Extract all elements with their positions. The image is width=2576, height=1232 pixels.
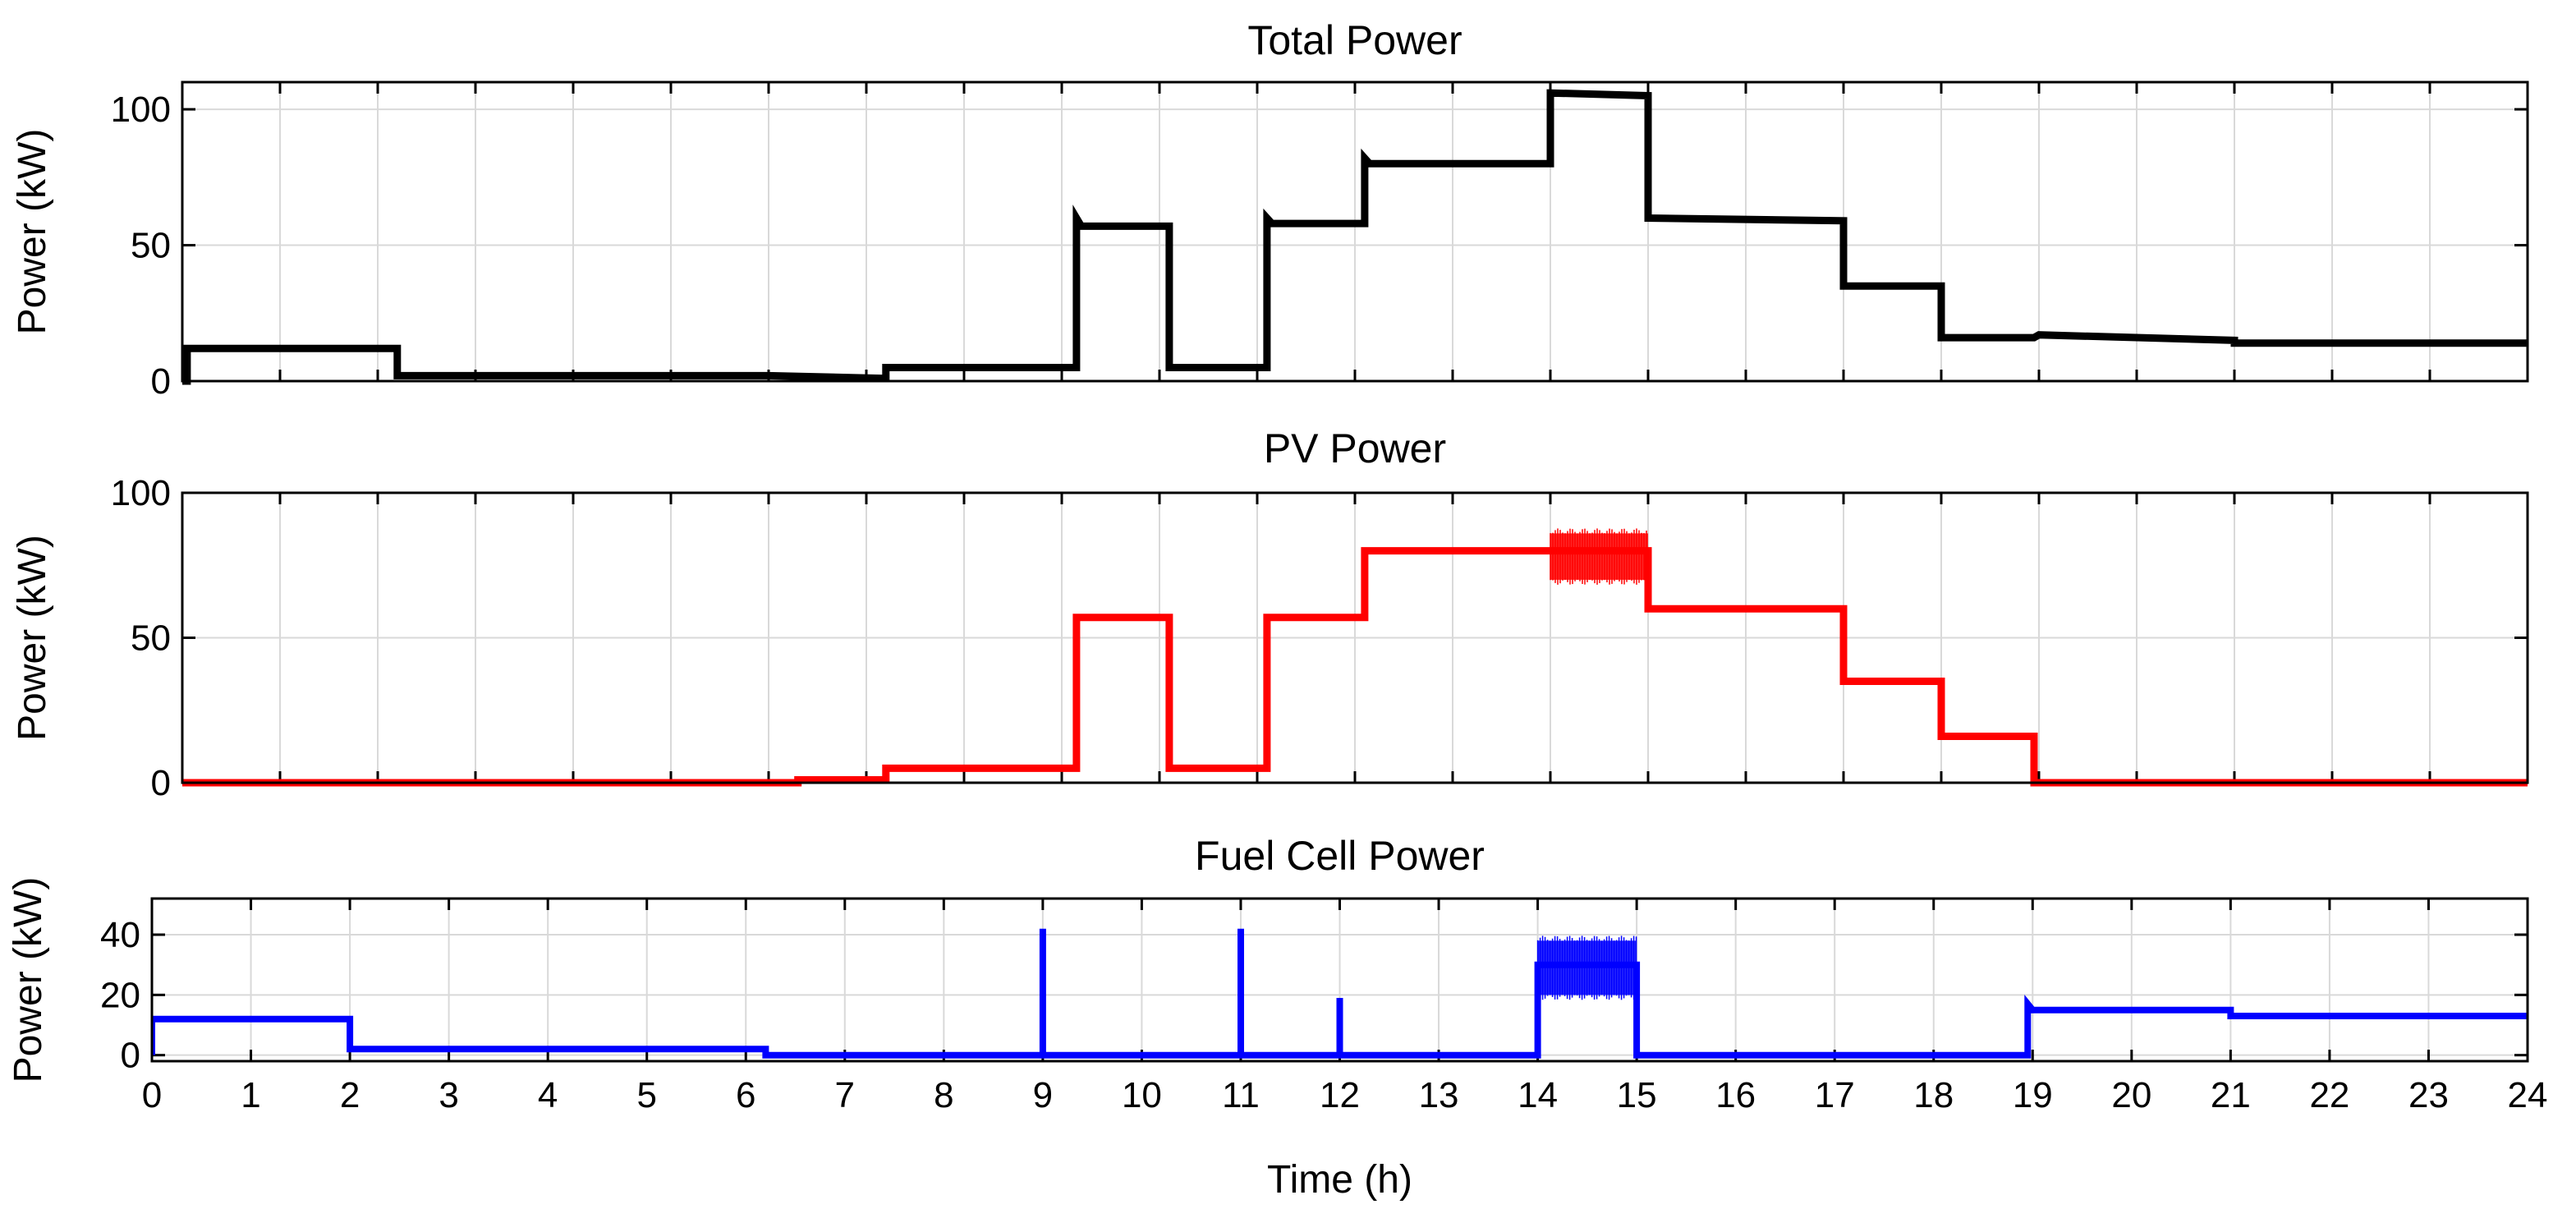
x-tick-label: 7 (835, 1075, 855, 1115)
y-tick-label: 0 (151, 763, 171, 803)
y-tick-label: 0 (121, 1036, 140, 1076)
y-tick-label: 50 (131, 226, 171, 266)
grid (181, 492, 2528, 784)
x-tick-label: 6 (736, 1075, 755, 1115)
x-tick-label: 22 (2309, 1075, 2349, 1115)
x-tick-label: 10 (1122, 1075, 1162, 1115)
chart-panel-0: Total Power Power (kW) 0 50 100 (11, 17, 2529, 402)
axes-frame (181, 80, 2529, 383)
x-tick-label: 4 (538, 1075, 558, 1115)
x-tick-label: 19 (2013, 1075, 2053, 1115)
x-tick-label: 15 (1617, 1075, 1657, 1115)
x-tick-label: 1 (241, 1075, 260, 1115)
chart-panel-1: PV Power Power (kW) 0 50 100 (11, 425, 2529, 803)
series-line-0 (152, 928, 2528, 1059)
chart-title: Total Power (1247, 17, 1462, 63)
x-tick-label: 2 (340, 1075, 360, 1115)
axes-frame (150, 897, 2529, 1063)
x-tick-label: 23 (2408, 1075, 2449, 1115)
x-tick-label: 14 (1518, 1075, 1558, 1115)
x-tick-label: 18 (1913, 1075, 1954, 1115)
y-tick-label: 50 (131, 618, 171, 659)
x-tick-label: 3 (439, 1075, 458, 1115)
x-tick-label: 8 (934, 1075, 953, 1115)
x-tick-label: 11 (1222, 1075, 1260, 1115)
x-tick-label: 9 (1033, 1075, 1053, 1115)
y-tick-label: 100 (111, 90, 171, 130)
x-tick-label: 24 (2508, 1075, 2548, 1115)
series-line-0 (182, 547, 2528, 787)
y-axis-label: Power (kW) (11, 129, 54, 335)
x-tick-label: 16 (1715, 1075, 1756, 1115)
y-axis-label: Power (kW) (11, 535, 54, 741)
x-tick-label: 17 (1815, 1075, 1855, 1115)
x-tick-label: 20 (2111, 1075, 2151, 1115)
x-tick-label: 0 (142, 1075, 162, 1115)
x-tick-label: 5 (636, 1075, 656, 1115)
oscillation-band (1550, 528, 1648, 585)
x-tick-label: 13 (1419, 1075, 1459, 1115)
x-tick-label: 12 (1320, 1075, 1360, 1115)
y-tick-label: 100 (111, 473, 171, 513)
chart-title: Fuel Cell Power (1195, 833, 1485, 879)
axes-frame (181, 491, 2529, 784)
x-tick-label: 21 (2211, 1075, 2251, 1115)
y-tick-label: 0 (151, 361, 171, 402)
series-line-0 (182, 89, 2528, 385)
chart-title: PV Power (1264, 425, 1446, 471)
y-axis-label: Power (kW) (7, 877, 50, 1083)
y-tick-label: 20 (100, 975, 140, 1015)
x-axis-label: Time (h) (1267, 1158, 1412, 1202)
y-tick-label: 40 (100, 915, 140, 955)
